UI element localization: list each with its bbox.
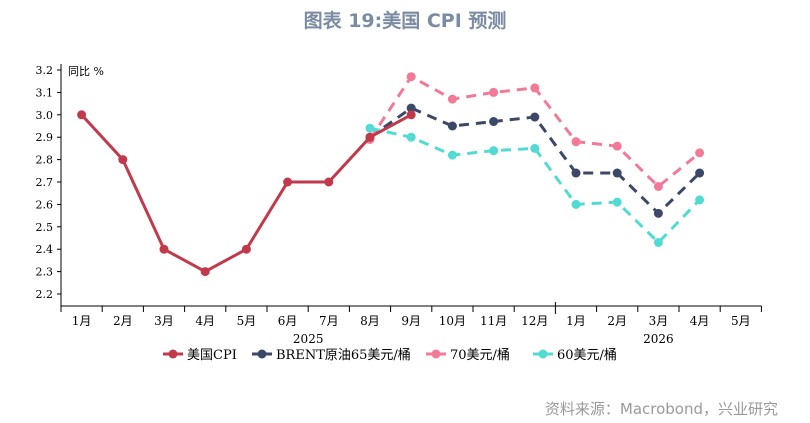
data-point bbox=[653, 237, 663, 247]
data-point bbox=[530, 112, 540, 122]
data-point bbox=[77, 110, 87, 120]
x-tick-label: 8月 bbox=[360, 314, 380, 328]
data-point bbox=[489, 117, 499, 127]
data-point bbox=[241, 244, 251, 254]
data-point bbox=[200, 267, 210, 277]
source-note: 资料来源：Macrobond，兴业研究 bbox=[544, 400, 778, 418]
data-point bbox=[530, 83, 540, 93]
legend-label: 60美元/桶 bbox=[557, 348, 617, 363]
data-point bbox=[695, 195, 705, 205]
legend-swatch-marker bbox=[257, 349, 267, 359]
series-line-1 bbox=[369, 106, 701, 216]
data-point bbox=[406, 103, 416, 113]
data-point bbox=[653, 208, 663, 218]
y-tick-label: 2.3 bbox=[36, 266, 54, 279]
data-point bbox=[612, 168, 622, 178]
chart-title: 图表 19:美国 CPI 预测 bbox=[303, 10, 507, 32]
x-tick-label: 10月 bbox=[439, 314, 466, 328]
y-axis-label: 同比 % bbox=[68, 65, 104, 78]
x-tick-label: 4月 bbox=[195, 314, 215, 328]
x-tick-label: 3月 bbox=[154, 314, 174, 328]
data-point bbox=[530, 143, 540, 153]
data-point bbox=[324, 177, 334, 187]
data-point bbox=[365, 123, 375, 133]
y-tick-label: 2.6 bbox=[36, 198, 54, 211]
series-line-2 bbox=[368, 74, 701, 189]
data-point bbox=[447, 150, 457, 160]
data-point bbox=[159, 244, 169, 254]
data-point bbox=[406, 110, 416, 120]
data-point bbox=[571, 137, 581, 147]
data-point bbox=[283, 177, 293, 187]
data-point bbox=[365, 132, 375, 142]
data-point bbox=[447, 94, 457, 104]
data-point bbox=[489, 87, 499, 97]
data-point bbox=[489, 146, 499, 156]
legend-swatch-marker bbox=[168, 349, 178, 359]
y-tick-label: 3.0 bbox=[36, 109, 54, 122]
data-point bbox=[406, 132, 416, 142]
y-tick-label: 2.5 bbox=[36, 221, 54, 234]
y-tick-label: 2.2 bbox=[36, 288, 54, 301]
x-tick-label: 6月 bbox=[278, 314, 298, 328]
year-label: 2026 bbox=[643, 332, 674, 346]
data-point bbox=[571, 199, 581, 209]
y-tick-label: 2.9 bbox=[36, 131, 54, 144]
series-line-3 bbox=[369, 126, 701, 245]
x-tick-label: 2月 bbox=[607, 314, 627, 328]
x-tick-label: 12月 bbox=[521, 314, 548, 328]
year-label: 2025 bbox=[293, 332, 324, 346]
data-point bbox=[406, 72, 416, 82]
y-tick-label: 2.8 bbox=[36, 154, 54, 167]
x-tick-label: 2月 bbox=[113, 314, 133, 328]
x-tick-label: 1月 bbox=[566, 314, 586, 328]
y-tick-label: 3.1 bbox=[36, 86, 54, 99]
x-tick-label: 1月 bbox=[72, 314, 92, 328]
legend-label: 70美元/桶 bbox=[450, 348, 510, 363]
x-tick-label: 5月 bbox=[237, 314, 257, 328]
data-point bbox=[695, 148, 705, 158]
data-point bbox=[612, 197, 622, 207]
legend-swatch-marker bbox=[431, 349, 441, 359]
data-point bbox=[612, 141, 622, 151]
x-tick-label: 3月 bbox=[649, 314, 669, 328]
y-tick-label: 2.7 bbox=[36, 176, 54, 189]
x-tick-label: 4月 bbox=[690, 314, 710, 328]
legend-swatch-marker bbox=[538, 349, 548, 359]
legend-label: 美国CPI bbox=[187, 348, 237, 363]
x-tick-label: 11月 bbox=[480, 314, 507, 328]
x-tick-label: 5月 bbox=[731, 314, 751, 328]
y-tick-label: 3.2 bbox=[36, 64, 54, 77]
data-point bbox=[118, 155, 128, 165]
data-point bbox=[447, 121, 457, 131]
data-point bbox=[571, 168, 581, 178]
x-tick-label: 9月 bbox=[401, 314, 421, 328]
legend-label: BRENT原油65美元/桶 bbox=[276, 348, 411, 363]
x-tick-label: 7月 bbox=[319, 314, 339, 328]
data-point bbox=[653, 181, 663, 191]
y-tick-label: 2.4 bbox=[36, 243, 54, 256]
data-point bbox=[695, 168, 705, 178]
